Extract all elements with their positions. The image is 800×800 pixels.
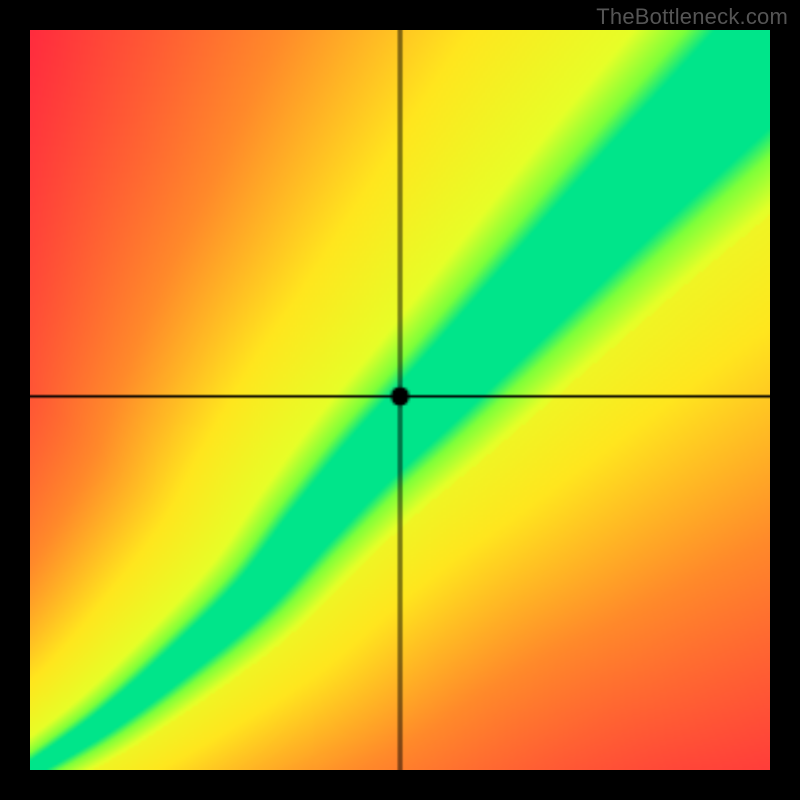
watermark-text: TheBottleneck.com [596, 4, 788, 30]
heatmap-plot [30, 30, 770, 770]
heatmap-canvas [30, 30, 770, 770]
